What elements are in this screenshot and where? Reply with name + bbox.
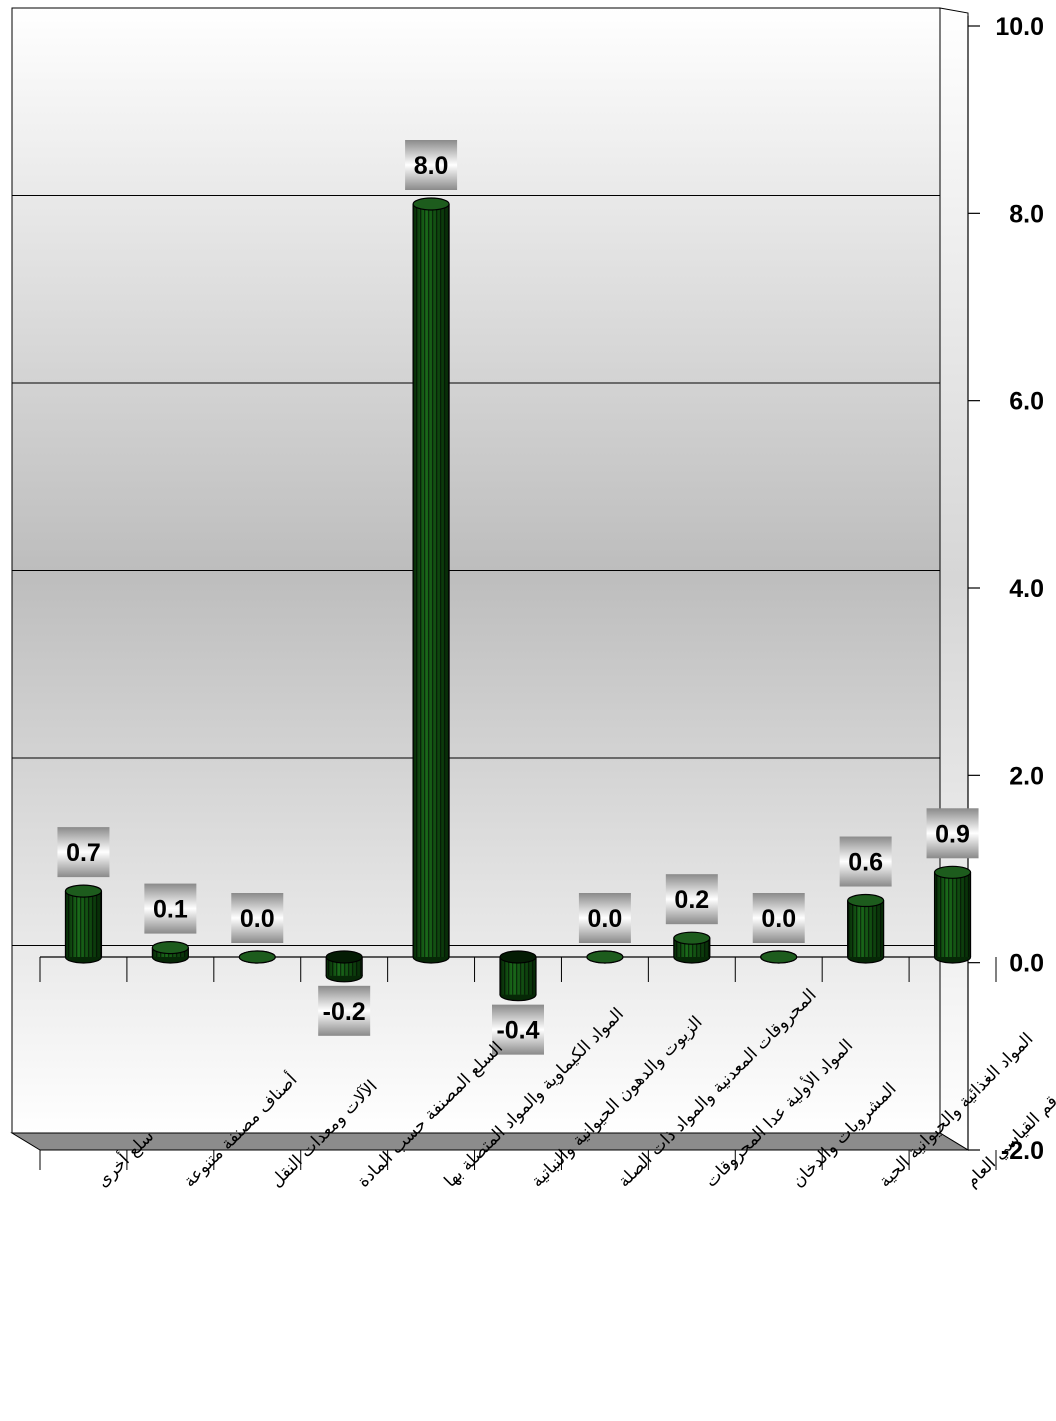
data-label-text: -0.2 <box>323 998 366 1026</box>
data-label: 8.0 <box>405 140 458 190</box>
data-label: 0.0 <box>578 893 631 943</box>
y-tick-label: 0.0 <box>1009 950 1044 978</box>
side-wall <box>939 7 969 1151</box>
y-tick-label: 10.0 <box>995 13 1044 41</box>
bar-top <box>673 931 711 945</box>
data-label-text: 8.0 <box>414 152 449 180</box>
bar <box>673 931 711 964</box>
data-label-text: 0.1 <box>153 896 188 924</box>
bar <box>64 884 103 964</box>
bar-stripes <box>65 891 102 957</box>
y-tick-label: 8.0 <box>1009 200 1044 228</box>
data-label-text: 0.7 <box>66 839 101 867</box>
data-label: 0.6 <box>839 836 892 887</box>
bar-top <box>151 940 189 955</box>
bar-top <box>847 893 885 908</box>
bar-top <box>499 950 537 964</box>
data-label-box <box>926 808 979 859</box>
bar-top <box>238 950 276 964</box>
bar-top <box>325 950 363 964</box>
bar-top <box>760 950 798 964</box>
data-label-text: 0.2 <box>674 886 709 914</box>
data-label: 0.9 <box>926 808 979 859</box>
data-label: 0.1 <box>144 883 197 934</box>
bars <box>64 197 972 1002</box>
data-labels: 0.7 0.1 0.0 -0.2 8.0 -0.4 0.0 0.2 0.0 0.6 0.9 <box>57 140 979 1055</box>
data-label-box <box>665 874 718 925</box>
data-label-box <box>144 883 197 934</box>
data-label-box <box>57 827 110 878</box>
data-label-box <box>318 985 371 1036</box>
y-tick-label: 4.0 <box>1009 575 1044 603</box>
plot-background <box>10 7 970 1151</box>
data-label-text: 0.6 <box>848 849 883 877</box>
data-label-text: 0.0 <box>588 905 623 933</box>
data-label: 0.0 <box>231 893 284 943</box>
bar <box>586 950 624 964</box>
bar <box>499 950 537 1002</box>
y-axis: 10.0 8.0 6.0 4.0 2.0 0.0 -2.0 <box>967 13 1044 1165</box>
data-label-text: 0.0 <box>761 905 796 933</box>
bar <box>847 893 885 964</box>
data-label-box <box>492 1004 544 1055</box>
bar-stripes <box>934 872 971 957</box>
bar <box>151 940 189 964</box>
data-label-text: 0.9 <box>935 820 970 848</box>
data-label-text: 0.0 <box>240 905 275 933</box>
data-label: 0.0 <box>752 893 805 943</box>
bar-stripes <box>847 900 884 957</box>
data-label-text: -0.4 <box>496 1017 539 1045</box>
data-label: 0.7 <box>57 827 110 878</box>
bar-top <box>412 197 450 211</box>
data-label-box <box>839 836 892 887</box>
data-label: -0.2 <box>318 985 371 1036</box>
data-label: 0.2 <box>665 874 718 925</box>
data-label-box <box>752 893 805 943</box>
bar <box>933 865 972 964</box>
bar-stripes <box>413 204 450 957</box>
bar-top <box>933 865 972 879</box>
data-label: -0.4 <box>492 1004 544 1055</box>
y-tick-label: 2.0 <box>1009 762 1044 790</box>
y-tick-label: 6.0 <box>1009 388 1044 416</box>
data-label-box <box>578 893 631 943</box>
bar <box>412 197 450 964</box>
data-label-box <box>231 893 284 943</box>
bar-top <box>586 950 624 964</box>
data-label-box <box>405 140 458 190</box>
bar <box>325 950 363 983</box>
bar <box>760 950 798 964</box>
bar <box>238 950 276 964</box>
bar-top <box>64 884 103 898</box>
y-tick-label: -2.0 <box>1001 1137 1044 1165</box>
